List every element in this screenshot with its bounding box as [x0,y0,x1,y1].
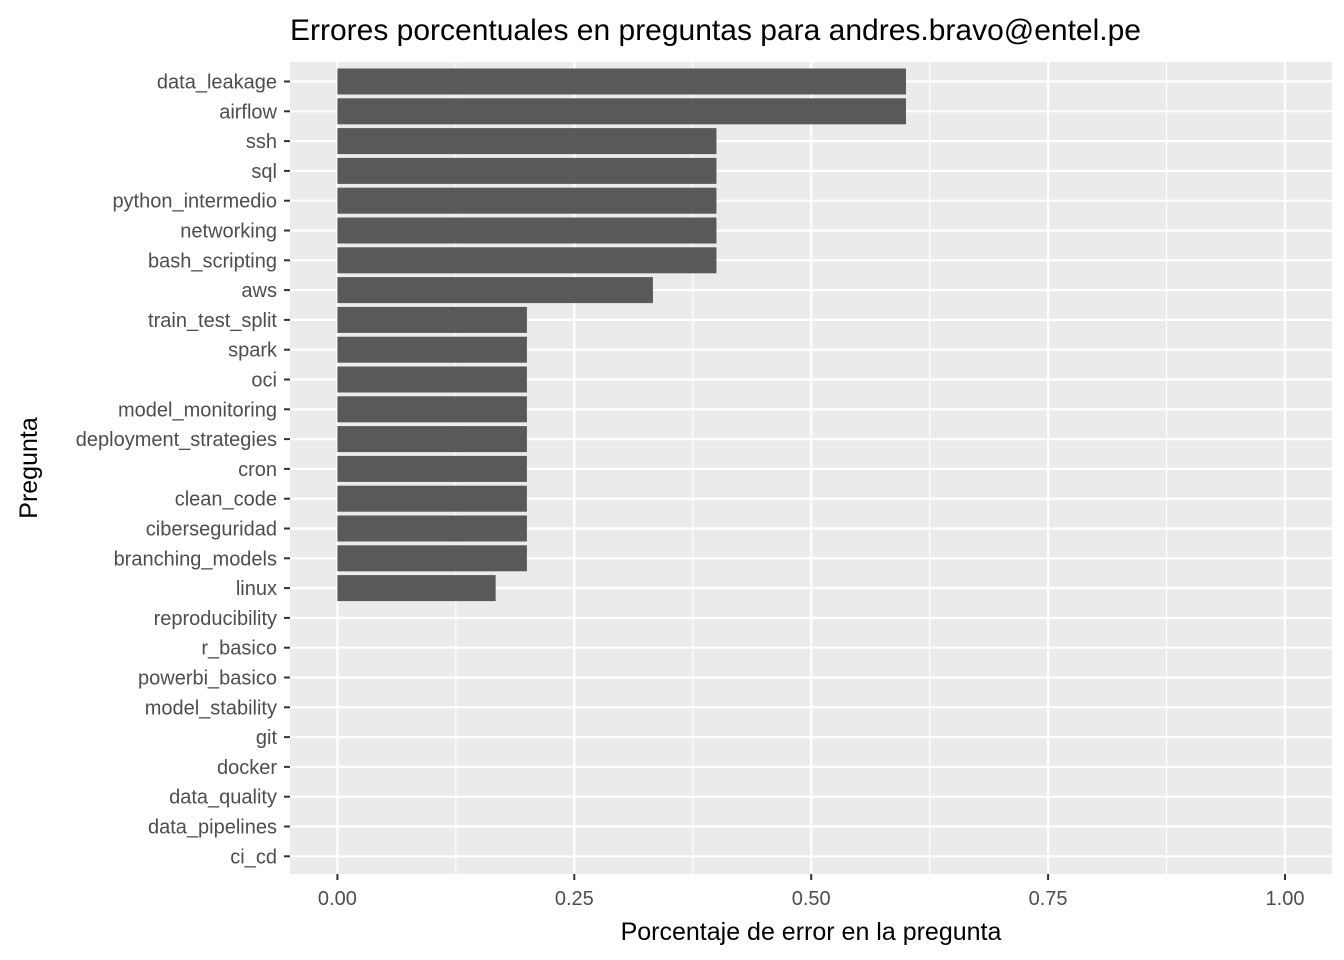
bar-ssh [337,128,717,155]
x-tick-label: 0.00 [318,888,357,910]
x-tick-label: 1.00 [1266,888,1305,910]
y-tick-label: docker [217,757,277,779]
bar-clean_code [337,485,527,512]
bar-bash_scripting [337,247,717,274]
y-tick-label: networking [180,221,277,243]
y-tick-label: ciberseguridad [146,519,277,541]
bar-deployment_strategies [337,426,527,453]
y-tick-label: spark [228,340,278,362]
y-tick-label: reproducibility [154,608,277,630]
y-tick-label: deployment_strategies [76,429,277,451]
y-tick-label: model_stability [145,697,277,719]
bar-spark [337,336,527,363]
y-tick-label: linux [236,578,277,600]
y-tick-label: clean_code [175,489,277,511]
y-tick-label: data_leakage [157,72,277,94]
y-tick-label: aws [241,280,277,302]
y-tick-label: r_basico [201,638,277,660]
y-tick-label: oci [251,370,277,392]
bar-ciberseguridad [337,515,527,542]
y-tick-label: python_intermedio [112,191,277,213]
bar-airflow [337,98,906,125]
bar-cron [337,455,527,482]
y-tick-label: ci_cd [230,846,277,868]
y-axis-title: Pregunta [15,417,43,519]
y-tick-label: model_monitoring [118,399,277,421]
y-tick-label: data_quality [169,787,277,809]
y-tick-label: train_test_split [148,310,277,332]
y-tick-label: powerbi_basico [138,668,277,690]
x-tick-labels: 0.00 0.25 0.50 0.75 1.00 [318,874,1305,910]
y-tick-label: ssh [246,131,277,153]
bar-aws [337,277,653,304]
y-tick-label: sql [251,161,277,183]
y-tick-label: airflow [219,101,277,123]
x-axis-title: Porcentaje de error en la pregunta [621,918,1002,946]
bar-data_leakage [337,68,906,95]
x-tick-label: 0.50 [792,888,831,910]
bar-branching_models [337,545,527,572]
bar-linux [337,575,496,602]
bar-python_intermedio [337,187,717,214]
y-tick-label: data_pipelines [148,817,277,839]
y-tick-label: bash_scripting [148,250,277,272]
y-tick-label: cron [238,459,277,481]
bar-oci [337,366,527,393]
bar-train_test_split [337,306,527,333]
x-tick-label: 0.25 [555,888,594,910]
x-tick-label: 0.75 [1029,888,1068,910]
y-tick-label: git [256,727,278,749]
bar-sql [337,157,717,184]
y-tick-label: branching_models [114,548,277,570]
bar-model_monitoring [337,396,527,423]
bar-networking [337,217,717,244]
chart-title: Errores porcentuales en preguntas para a… [290,14,1141,47]
bars [337,68,906,602]
